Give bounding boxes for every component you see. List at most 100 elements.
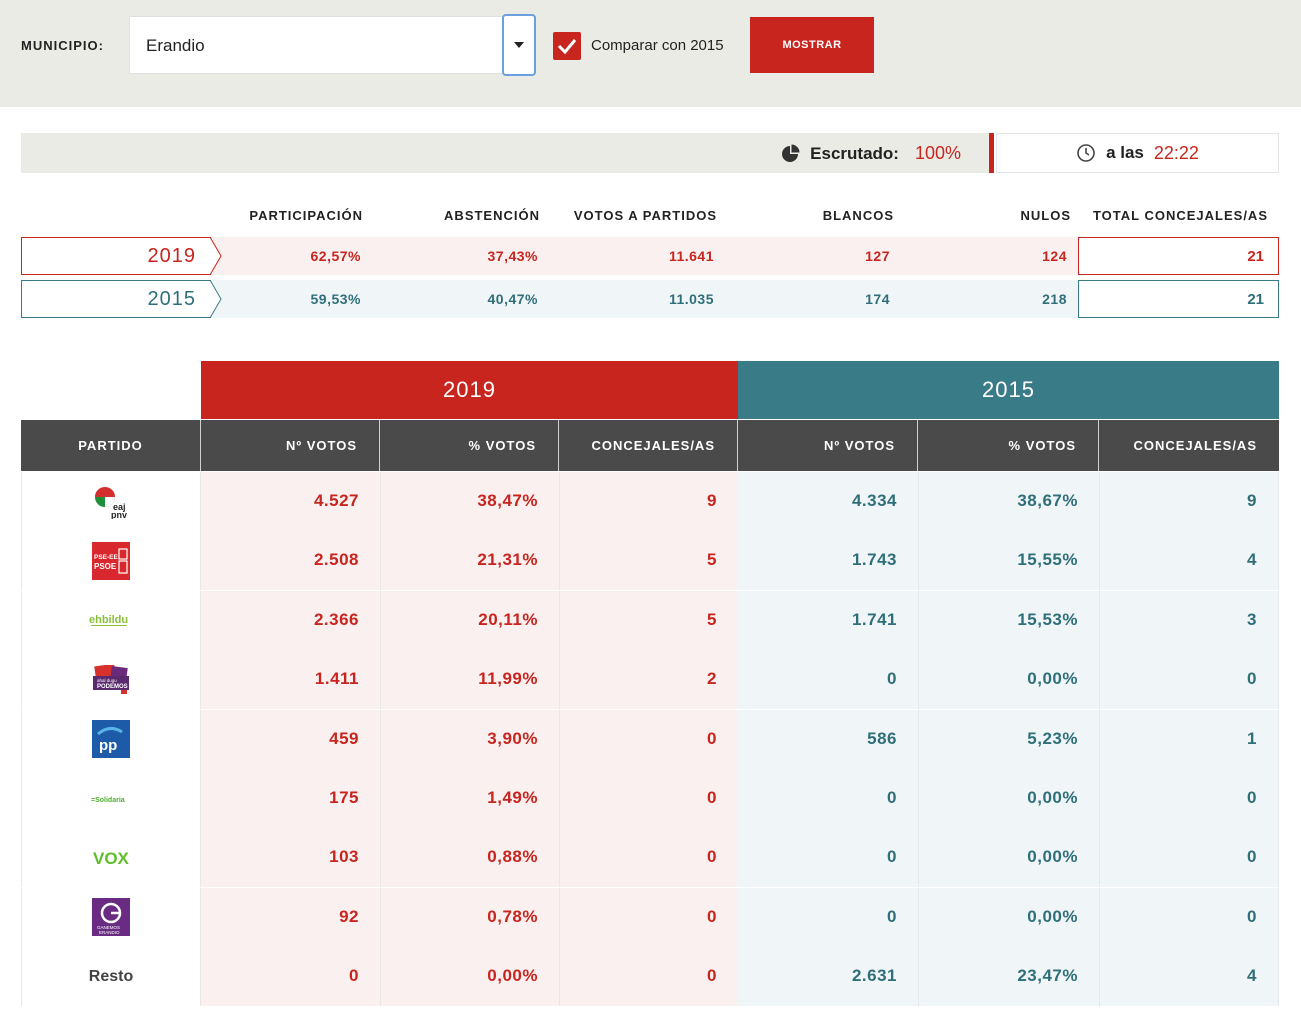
table-row: pp 459 3,90% 0 586 5,23% 1 — [21, 709, 1279, 769]
seats-2015: 9 — [1247, 491, 1257, 510]
column-divider — [380, 590, 381, 650]
votes-2015: 586 — [867, 728, 897, 748]
party-name: Resto — [88, 967, 134, 985]
caret-down-icon — [514, 42, 524, 48]
summary-blancos: 174 — [865, 291, 890, 307]
table-row: ehbildu 2.366 20,11% 5 1.741 15,53% 3 — [21, 590, 1279, 650]
column-divider — [1099, 472, 1100, 531]
row-2015-bg — [738, 769, 1279, 828]
column-divider — [380, 709, 381, 769]
table-row: eaj pnv 4.527 38,47% 9 4.334 38,67% 9 — [21, 472, 1279, 531]
seats-2015: 0 — [1247, 906, 1257, 926]
summary-year: 2015 — [147, 287, 196, 310]
summary-year-tag: 2019 — [21, 237, 211, 275]
column-divider — [1099, 531, 1100, 591]
votes-2015: 0 — [887, 906, 897, 926]
svg-text:ERANDIO: ERANDIO — [99, 930, 120, 935]
seats-2019: 0 — [707, 728, 717, 748]
table-row: ahal dugu PODEMOS 1.411 11,99% 2 0 0,00% 0 — [21, 650, 1279, 710]
summary-header-blancos: BLANCOS — [822, 208, 894, 223]
pct-2019: 0,88% — [487, 847, 538, 867]
pct-2015: 15,55% — [1017, 550, 1078, 570]
table-row: GANEMOS ERANDIO 92 0,78% 0 0 0,00% 0 — [21, 887, 1279, 947]
municipio-label: MUNICIPIO: — [21, 38, 104, 53]
summary-participacion: 62,57% — [310, 248, 361, 264]
table-row: =Solidaria 175 1,49% 0 0 0,00% 0 — [21, 769, 1279, 828]
column-divider — [1099, 709, 1100, 769]
row-2019-bg — [201, 650, 738, 710]
column-divider — [559, 472, 560, 531]
table-row: PSE-EE PSOE 2.508 21,31% 5 1.743 15,55% 4 — [21, 531, 1279, 591]
column-divider — [559, 709, 560, 769]
votes-2019: 1.411 — [314, 669, 359, 689]
seats-2015: 3 — [1247, 609, 1257, 629]
svg-text:GANEMOS: GANEMOS — [97, 925, 120, 930]
svg-text:=Solidaria: =Solidaria — [91, 797, 125, 804]
summary-header-participacion: PARTICIPACIÓN — [249, 208, 363, 223]
column-divider — [1099, 769, 1100, 828]
col-header-label: % VOTOS — [468, 438, 536, 453]
pct-2015: 15,53% — [1017, 609, 1078, 629]
col-header-label: Nº VOTOS — [823, 438, 895, 453]
column-divider — [918, 947, 919, 1007]
pct-2015: 0,00% — [1027, 847, 1078, 867]
table-row: Resto 0 0,00% 0 2.631 23,47% 4 — [21, 947, 1279, 1007]
pp-logo: pp — [92, 720, 130, 759]
summary-total-concejales: 21 — [1078, 237, 1279, 275]
compare-checkbox[interactable] — [553, 32, 581, 60]
party-cell: ehbildu — [21, 590, 201, 650]
pct-2015: 0,00% — [1027, 669, 1078, 689]
summary-row-2015: 2015 59,53% 40,47% 11.035 174 218 21 — [21, 280, 1279, 318]
scrutiny-status-bar: Escrutado: 100% — [21, 133, 991, 173]
summary-nulos: 124 — [1042, 248, 1067, 264]
summary-total-value: 21 — [1247, 247, 1264, 265]
summary-abstencion: 37,43% — [487, 248, 538, 264]
votes-2015: 1.741 — [851, 609, 897, 629]
seats-2019: 0 — [707, 966, 717, 986]
pct-2019: 3,90% — [487, 728, 538, 748]
time-value: 22:22 — [1153, 142, 1199, 163]
column-divider — [1099, 590, 1100, 650]
mostrar-button[interactable]: MOSTRAR — [750, 17, 874, 73]
results-year-current: 2019 — [201, 361, 738, 419]
column-divider — [559, 947, 560, 1007]
seats-2019: 0 — [707, 847, 717, 867]
svg-text:eaj: eaj — [113, 502, 126, 512]
pct-2015: 0,00% — [1027, 788, 1078, 807]
seats-2015: 0 — [1247, 788, 1257, 807]
summary-abstencion: 40,47% — [487, 291, 538, 307]
eaj-pnv-logo: eaj pnv — [91, 485, 131, 519]
summary-participacion: 59,53% — [310, 291, 361, 307]
pct-2015: 38,67% — [1017, 491, 1078, 510]
column-divider — [380, 472, 381, 531]
row-2019-bg — [201, 769, 738, 828]
column-divider — [1099, 828, 1100, 888]
status-divider — [989, 133, 994, 173]
column-divider — [918, 828, 919, 888]
row-2015-bg — [738, 472, 1279, 531]
row-2015-bg — [738, 590, 1279, 650]
results-year-current-label: 2019 — [443, 377, 496, 402]
municipio-select[interactable]: Erandio — [129, 14, 536, 76]
filter-bar: MUNICIPIO: Erandio Comparar con 2015 MOS… — [0, 0, 1301, 107]
select-dropdown-toggle[interactable] — [502, 14, 536, 76]
column-divider — [918, 709, 919, 769]
scrutinized-value: 100% — [914, 143, 961, 163]
party-cell: ahal dugu PODEMOS — [21, 650, 201, 710]
compare-label[interactable]: Comparar con 2015 — [591, 37, 724, 54]
seats-2015: 0 — [1247, 847, 1257, 867]
row-2019-bg — [201, 472, 738, 531]
checkmark-icon — [557, 39, 577, 55]
svg-text:ahal dugu: ahal dugu — [97, 678, 117, 683]
votes-2019: 175 — [329, 788, 359, 807]
municipio-select-value: Erandio — [146, 36, 205, 55]
summary-votos-partidos: 11.641 — [668, 248, 714, 264]
results-year-previous-label: 2015 — [982, 377, 1035, 402]
row-2015-bg — [738, 531, 1279, 591]
col-header-seats-2019: CONCEJALES/AS — [559, 420, 738, 471]
party-cell: eaj pnv — [21, 472, 201, 531]
seats-2015: 4 — [1247, 550, 1257, 570]
col-header-label: CONCEJALES/AS — [1133, 438, 1257, 453]
time-label: a las — [1106, 143, 1144, 162]
pse-psoe-logo: PSE-EE PSOE — [92, 541, 130, 580]
